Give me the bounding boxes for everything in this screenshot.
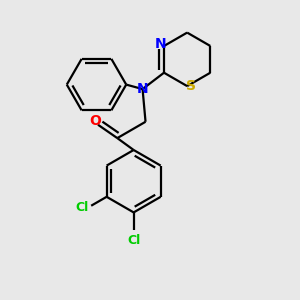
Text: Cl: Cl xyxy=(75,201,88,214)
Text: N: N xyxy=(137,82,148,96)
Text: N: N xyxy=(155,38,167,52)
Text: O: O xyxy=(89,114,101,128)
Text: Cl: Cl xyxy=(127,234,140,247)
Text: S: S xyxy=(186,79,196,93)
